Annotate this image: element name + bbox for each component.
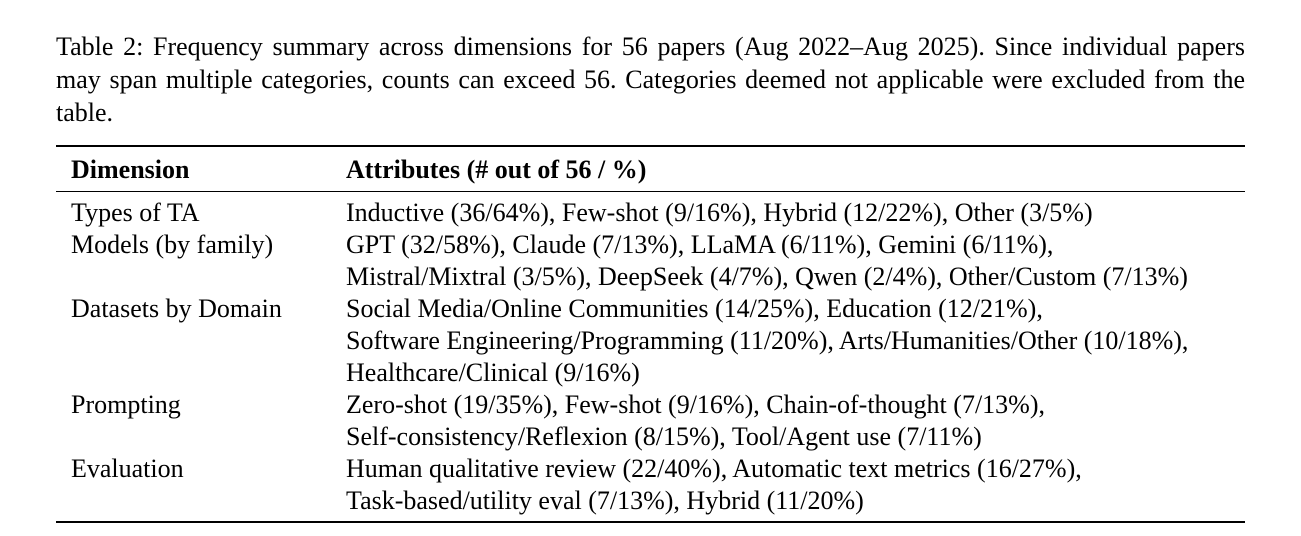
table-row-models: Models (by family) GPT (32/58%), Claude … <box>56 229 1245 293</box>
attribute-line: Social Media/Online Communities (14/25%)… <box>346 294 1043 323</box>
attributes-cell: GPT (32/58%), Claude (7/13%), LLaMA (6/1… <box>346 229 1245 293</box>
attribute-line: Zero-shot (19/35%), Few-shot (9/16%), Ch… <box>346 390 1045 419</box>
attributes-cell: Inductive (36/64%), Few-shot (9/16%), Hy… <box>346 197 1245 229</box>
column-header-attributes: Attributes (# out of 56 / %) <box>346 155 647 184</box>
table-header-row: Dimension Attributes (# out of 56 / %) <box>56 147 1245 191</box>
attributes-cell: Human qualitative review (22/40%), Autom… <box>346 453 1245 517</box>
attribute-line: Human qualitative review (22/40%), Autom… <box>346 454 1082 483</box>
attribute-line: Software Engineering/Programming (11/20%… <box>346 326 1189 355</box>
dimension-cell: Prompting <box>71 390 181 419</box>
table-row-types-of-ta: Types of TA Inductive (36/64%), Few-shot… <box>56 197 1245 229</box>
attribute-line: Mistral/Mixtral (3/5%), DeepSeek (4/7%),… <box>346 262 1188 291</box>
table-bottom-rule <box>56 521 1245 523</box>
dimension-cell: Models (by family) <box>71 230 274 259</box>
dimension-cell: Datasets by Domain <box>71 294 282 323</box>
table-top-rule <box>56 145 1245 147</box>
attribute-line: Task-based/utility eval (7/13%), Hybrid … <box>346 486 864 515</box>
table-row-evaluation: Evaluation Human qualitative review (22/… <box>56 453 1245 517</box>
attributes-cell: Zero-shot (19/35%), Few-shot (9/16%), Ch… <box>346 389 1245 453</box>
dimension-cell: Types of TA <box>71 198 200 227</box>
attribute-line: GPT (32/58%), Claude (7/13%), LLaMA (6/1… <box>346 230 1054 259</box>
attribute-line: Healthcare/Clinical (9/16%) <box>346 358 640 387</box>
table-row-datasets: Datasets by Domain Social Media/Online C… <box>56 293 1245 389</box>
table-body: Types of TA Inductive (36/64%), Few-shot… <box>56 192 1245 521</box>
frequency-summary-table: Dimension Attributes (# out of 56 / %) T… <box>56 145 1245 523</box>
attribute-line: Self-consistency/Reflexion (8/15%), Tool… <box>346 422 982 451</box>
table-mid-rule <box>56 191 1245 192</box>
attributes-cell: Social Media/Online Communities (14/25%)… <box>346 293 1245 389</box>
column-header-dimension: Dimension <box>71 155 190 184</box>
dimension-cell: Evaluation <box>71 454 184 483</box>
table-caption: Table 2: Frequency summary across dimens… <box>56 32 1245 127</box>
table-row-prompting: Prompting Zero-shot (19/35%), Few-shot (… <box>56 389 1245 453</box>
attribute-line: Inductive (36/64%), Few-shot (9/16%), Hy… <box>346 198 1093 227</box>
